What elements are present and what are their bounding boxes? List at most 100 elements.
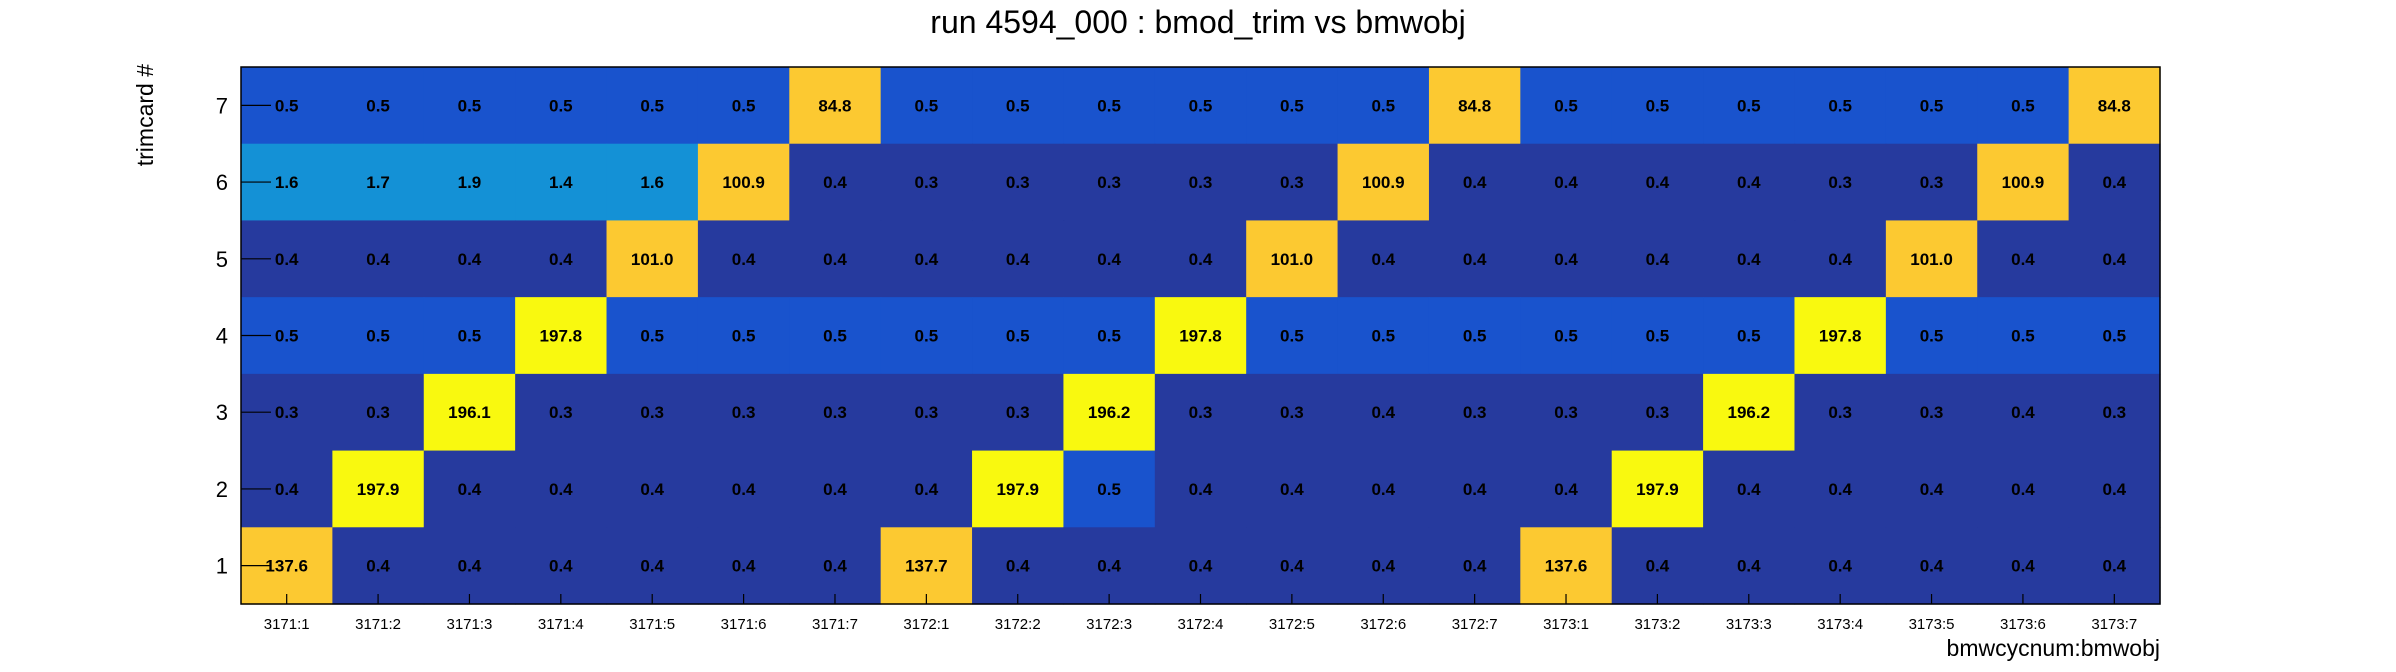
- heatmap-cell: [1611, 297, 1704, 375]
- heatmap-cell: [1063, 297, 1156, 375]
- cell-value-label: 0.4: [1371, 557, 1395, 576]
- x-tick-label: 3173:1: [1543, 616, 1589, 633]
- heatmap-cell: [1520, 67, 1613, 145]
- heatmap-cell: [972, 220, 1065, 298]
- heatmap-cell: [423, 297, 516, 375]
- cell-value-label: 0.5: [1006, 327, 1030, 346]
- heatmap-cell: [332, 450, 425, 528]
- cell-value-label: 197.8: [1179, 327, 1222, 346]
- cell-value-label: 0.4: [2011, 250, 2035, 269]
- heatmap-cell: [697, 67, 790, 145]
- cell-value-label: 0.5: [640, 96, 664, 115]
- heatmap-cell: [2068, 220, 2161, 298]
- heatmap-cell: [1337, 297, 1430, 375]
- heatmap-cell: [1703, 220, 1796, 298]
- x-tick-label: 3172:1: [903, 616, 949, 633]
- heatmap-cell: [1246, 527, 1339, 605]
- cell-value-label: 197.8: [540, 327, 583, 346]
- cell-value-label: 0.5: [1371, 327, 1395, 346]
- cell-value-label: 84.8: [818, 96, 851, 115]
- cell-value-label: 0.4: [732, 250, 756, 269]
- cell-value-label: 0.4: [823, 480, 847, 499]
- cell-value-label: 0.3: [275, 403, 299, 422]
- cell-value-label: 0.4: [732, 480, 756, 499]
- cell-value-label: 0.5: [732, 96, 756, 115]
- x-tick-label: 3173:2: [1634, 616, 1680, 633]
- heatmap-cell: [1611, 143, 1704, 222]
- heatmap-cell: [1428, 527, 1521, 605]
- heatmap-cell: [1977, 220, 2070, 298]
- x-axis-title: bmwcycnum:bmwobj: [1947, 635, 2160, 661]
- heatmap-cell: [1337, 143, 1430, 222]
- heatmap-cell: [423, 373, 516, 452]
- y-tick-label: 5: [216, 247, 228, 272]
- cell-value-label: 1.6: [275, 173, 299, 192]
- heatmap-cell: [1428, 450, 1521, 528]
- heatmap-cell: [1703, 67, 1796, 145]
- heatmap-cell: [1703, 527, 1796, 605]
- heatmap-cell: [697, 220, 790, 298]
- heatmap-cell: [423, 220, 516, 298]
- heatmap-cell: [1520, 297, 1613, 375]
- y-tick-label: 4: [216, 324, 228, 349]
- heatmap-cell: [1337, 220, 1430, 298]
- heatmap-cell: [789, 527, 882, 605]
- x-tick-label: 3171:6: [721, 616, 767, 633]
- heatmap-cell: [1063, 143, 1156, 222]
- cell-value-label: 0.4: [640, 557, 664, 576]
- cell-value-label: 0.4: [1920, 557, 1944, 576]
- cell-value-label: 0.4: [823, 250, 847, 269]
- heatmap-cell: [880, 143, 973, 222]
- cell-value-label: 0.5: [2102, 327, 2126, 346]
- cell-value-label: 137.6: [1545, 557, 1588, 576]
- cell-value-label: 0.4: [2102, 173, 2126, 192]
- cell-value-label: 0.4: [366, 250, 390, 269]
- cell-value-label: 196.2: [1728, 403, 1771, 422]
- heatmap-cell: [1977, 67, 2070, 145]
- x-tick-label: 3173:5: [1909, 616, 1955, 633]
- heatmap-cell: [606, 220, 699, 298]
- cell-value-label: 0.4: [1371, 480, 1395, 499]
- cell-value-label: 0.4: [2102, 557, 2126, 576]
- cell-value-label: 0.4: [1006, 250, 1030, 269]
- heatmap-cell: [789, 67, 882, 145]
- x-tick-label: 3173:6: [2000, 616, 2046, 633]
- cell-value-label: 100.9: [1362, 173, 1405, 192]
- heatmap-cell: [2068, 527, 2161, 605]
- heatmap-cell: [2068, 143, 2161, 222]
- cell-value-label: 0.4: [1828, 250, 1852, 269]
- cell-value-label: 0.4: [458, 250, 482, 269]
- cell-value-label: 0.5: [275, 96, 299, 115]
- cell-value-label: 0.3: [1828, 403, 1852, 422]
- cell-value-label: 0.4: [915, 250, 939, 269]
- heatmap-cell: [697, 143, 790, 222]
- cell-value-label: 101.0: [1910, 250, 1953, 269]
- cell-value-label: 101.0: [1271, 250, 1314, 269]
- heatmap-cell: [515, 143, 608, 222]
- cell-value-label: 0.3: [823, 403, 847, 422]
- cell-value-label: 0.4: [549, 250, 573, 269]
- x-tick-label: 3171:4: [538, 616, 584, 633]
- heatmap-cell: [880, 220, 973, 298]
- heatmap-cell: [1063, 527, 1156, 605]
- heatmap-cell: [697, 297, 790, 375]
- cell-value-label: 0.4: [1006, 557, 1030, 576]
- cell-value-label: 0.4: [823, 557, 847, 576]
- heatmap-cell: [1520, 373, 1613, 452]
- heatmap-cell: [880, 373, 973, 452]
- cell-value-label: 0.4: [1189, 480, 1213, 499]
- cell-value-label: 0.4: [1371, 250, 1395, 269]
- heatmap-cell: [789, 220, 882, 298]
- heatmap-cell: [1063, 373, 1156, 452]
- heatmap-cell: [606, 297, 699, 375]
- heatmap-cell: [1246, 450, 1339, 528]
- cell-value-label: 0.4: [549, 557, 573, 576]
- heatmap-cell: [332, 220, 425, 298]
- cell-value-label: 0.4: [366, 557, 390, 576]
- heatmap-cell: [332, 67, 425, 145]
- cell-value-label: 0.5: [1554, 96, 1578, 115]
- heatmap-cell: [515, 67, 608, 145]
- heatmap-cell: [1154, 297, 1247, 375]
- heatmap-cell: [880, 67, 973, 145]
- heatmap-cell: [1977, 527, 2070, 605]
